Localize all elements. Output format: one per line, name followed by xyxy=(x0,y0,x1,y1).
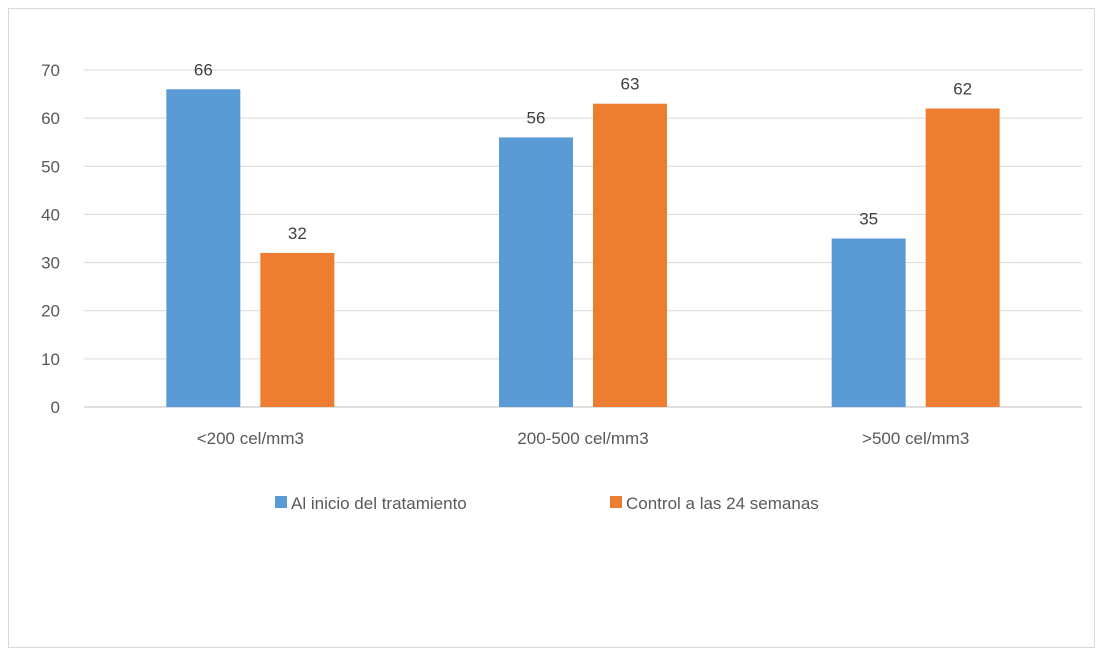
y-tick-label: 60 xyxy=(41,109,60,128)
data-labels: 66 32 56 63 35 62 xyxy=(194,60,972,243)
x-tick-label: <200 cel/mm3 xyxy=(197,429,304,448)
legend-label: Control a las 24 semanas xyxy=(626,494,819,513)
y-tick-label: 70 xyxy=(41,61,60,80)
data-label: 35 xyxy=(859,210,878,229)
y-axis-ticks: 0 10 20 30 40 50 60 70 xyxy=(41,61,60,417)
x-tick-label: >500 cel/mm3 xyxy=(862,429,969,448)
legend-swatch xyxy=(610,496,622,508)
data-label: 62 xyxy=(953,80,972,99)
bar-chart: 0 10 20 30 40 50 60 70 66 32 56 63 35 62 <200 cel/mm… xyxy=(41,60,1082,513)
legend-swatch xyxy=(275,496,287,508)
data-label: 63 xyxy=(621,75,640,94)
bar-control-24-semanas xyxy=(260,252,335,407)
y-tick-label: 10 xyxy=(41,350,60,369)
x-axis-ticks: <200 cel/mm3 200-500 cel/mm3 >500 cel/mm3 xyxy=(197,429,970,448)
y-tick-label: 20 xyxy=(41,302,60,321)
legend: Al inicio del tratamiento Control a las 2… xyxy=(275,494,819,513)
data-label: 32 xyxy=(288,224,307,243)
bar-al-inicio xyxy=(499,137,573,407)
y-tick-label: 30 xyxy=(41,254,60,273)
bars xyxy=(166,89,1000,407)
y-tick-label: 50 xyxy=(41,157,60,176)
bar-al-inicio xyxy=(831,238,906,407)
bar-control-24-semanas xyxy=(593,103,667,407)
bar-control-24-semanas xyxy=(925,108,1000,407)
gridlines xyxy=(84,69,1082,408)
x-tick-label: 200-500 cel/mm3 xyxy=(517,429,648,448)
y-tick-label: 0 xyxy=(51,398,60,417)
y-tick-label: 40 xyxy=(41,205,60,224)
data-label: 66 xyxy=(194,60,213,79)
legend-label: Al inicio del tratamiento xyxy=(291,494,467,513)
bar-al-inicio xyxy=(166,89,241,407)
data-label: 56 xyxy=(527,108,546,127)
